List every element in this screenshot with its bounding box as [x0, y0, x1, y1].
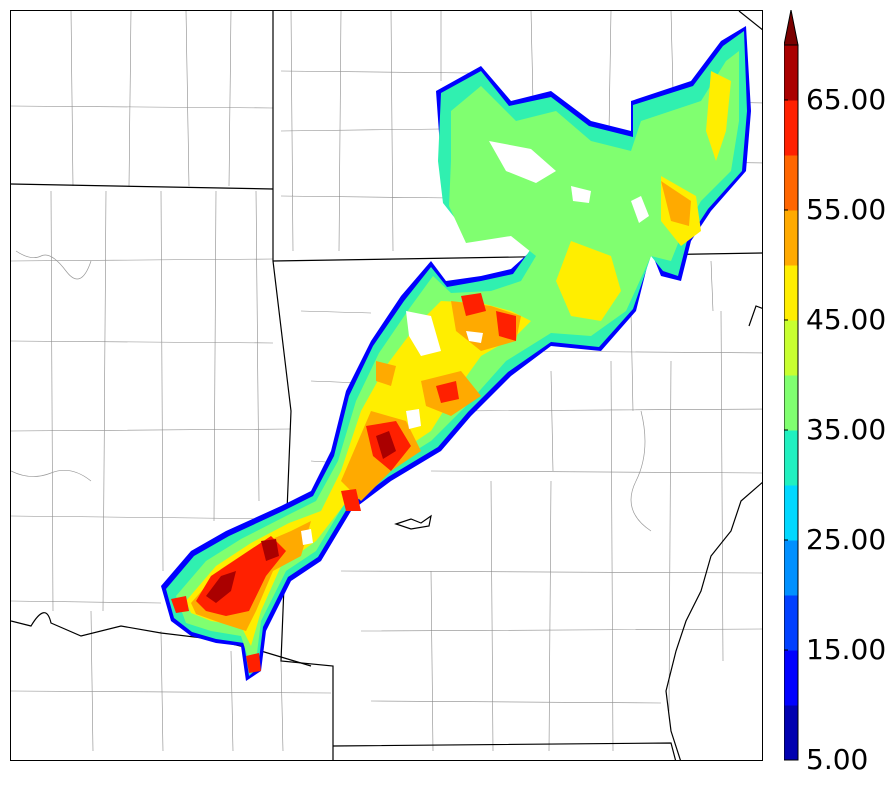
colorbar-segment — [784, 595, 798, 651]
river-lines — [11, 250, 652, 532]
colorbar-tick-label-35: 35.00 — [806, 413, 887, 446]
colorbar-segment — [784, 210, 798, 266]
county-borders — [11, 11, 762, 752]
colorbar-extend-arrow — [784, 10, 799, 46]
colorbar-segment — [784, 320, 798, 376]
colorbar-tick-label-25: 25.00 — [806, 523, 887, 556]
colorbar-segment — [784, 155, 798, 211]
colorbar-segment — [784, 375, 798, 431]
colorbar-tick-label-15: 15.00 — [806, 633, 887, 666]
colorbar-segment — [784, 540, 798, 596]
colorbar-border — [784, 44, 799, 761]
colorbar-tick-label-5: 5.00 — [806, 743, 869, 776]
colorbar-segment — [784, 265, 798, 321]
colorbar-tick-label-65: 65.00 — [806, 83, 887, 116]
colorbar-tick-label-45: 45.00 — [806, 303, 887, 336]
colorbar-segment — [784, 650, 798, 706]
colorbar-tick-label-55: 55.00 — [806, 193, 887, 226]
colorbar: 65.00 55.00 45.00 35.00 25.00 15.00 5.00 — [784, 10, 894, 774]
colorbar-segment — [784, 45, 798, 101]
map-canvas — [11, 11, 762, 760]
colorbar-gradient — [784, 10, 799, 761]
colorbar-segment — [784, 430, 798, 486]
colorbar-segment — [784, 100, 798, 156]
reflectivity-field — [161, 26, 751, 681]
colorbar-segment — [784, 485, 798, 541]
colorbar-segment — [784, 705, 798, 761]
reflectivity-map — [10, 10, 763, 761]
